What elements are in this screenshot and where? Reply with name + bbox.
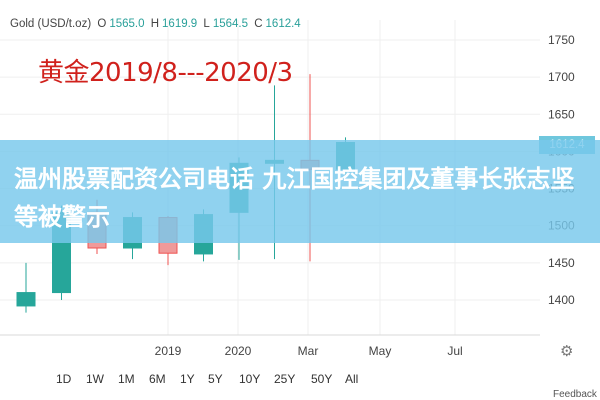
headline-banner <box>0 140 600 243</box>
x-tick-label: 2020 <box>225 344 252 358</box>
range-button-25y[interactable]: 25Y <box>274 372 296 386</box>
x-axis-labels: 2019 2020 Mar May Jul <box>155 344 463 358</box>
y-tick-label: 1750 <box>548 33 575 47</box>
gear-icon[interactable]: ⚙ <box>560 343 574 360</box>
low-value: 1564.5 <box>212 18 249 30</box>
high-label: H <box>150 18 160 30</box>
range-button-1w[interactable]: 1W <box>86 372 104 386</box>
feedback-link[interactable]: Feedback <box>553 389 597 400</box>
close-value: 1612.4 <box>265 18 301 30</box>
range-button-50y[interactable]: 50Y <box>311 372 333 386</box>
range-button-1d[interactable]: 1D <box>56 372 72 386</box>
y-tick-label: 1650 <box>548 107 575 121</box>
range-button-6m[interactable]: 6M <box>149 372 166 386</box>
close-label: C <box>254 18 263 30</box>
low-label: L <box>203 18 210 30</box>
y-tick-label: 1700 <box>548 70 575 84</box>
range-button-1m[interactable]: 1M <box>118 372 135 386</box>
range-button-5y[interactable]: 5Y <box>208 372 223 386</box>
headline-text: 温州股票配资公司电话 九江国控集团及董事长张志坚等被警示 <box>14 165 575 231</box>
range-button-all[interactable]: All <box>345 372 359 386</box>
x-tick-label: Mar <box>298 344 319 358</box>
open-value: 1565.0 <box>109 18 145 30</box>
y-tick-label: 1400 <box>548 293 575 307</box>
symbol-label: Gold (USD/t.oz) <box>10 18 92 30</box>
overlay-title: 黄金2019/8---2020/3 <box>38 58 293 88</box>
y-tick-label: 1450 <box>548 256 575 270</box>
x-tick-label: May <box>369 344 392 358</box>
high-value: 1619.9 <box>162 18 198 30</box>
ohlc-legend: Gold (USD/t.oz) O 1565.0 H 1619.9 L 1564.5 … <box>10 18 304 30</box>
x-tick-label: 2019 <box>155 344 182 358</box>
range-selector: 1D 1W 1M 6M 1Y 5Y 10Y 25Y 50Y All <box>0 365 600 395</box>
open-label: O <box>97 18 107 30</box>
candle-body <box>16 292 36 307</box>
range-button-10y[interactable]: 10Y <box>239 372 261 386</box>
range-button-1y[interactable]: 1Y <box>180 372 195 386</box>
x-tick-label: Jul <box>447 344 462 358</box>
